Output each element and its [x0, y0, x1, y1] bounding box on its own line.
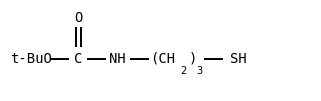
Text: C: C — [74, 52, 83, 66]
Text: 3: 3 — [196, 66, 203, 76]
Text: t-BuO: t-BuO — [10, 52, 51, 66]
Text: (CH: (CH — [150, 52, 175, 66]
Text: SH: SH — [230, 52, 246, 66]
Text: 2: 2 — [180, 66, 187, 76]
Text: ): ) — [189, 52, 197, 66]
Text: O: O — [74, 11, 83, 25]
Text: NH: NH — [109, 52, 126, 66]
